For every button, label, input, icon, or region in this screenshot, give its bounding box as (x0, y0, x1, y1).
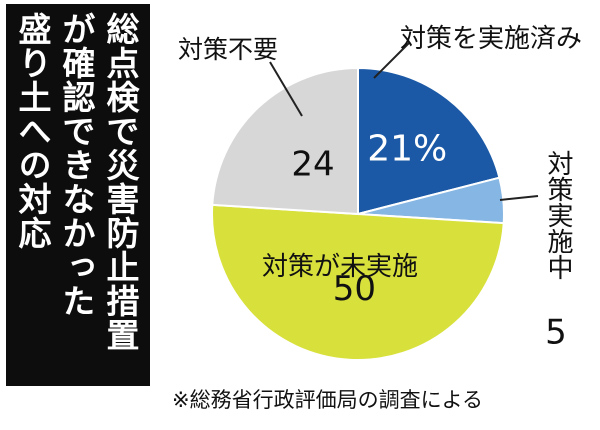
value-label: 21% (367, 129, 447, 170)
pie-slice (357, 66, 501, 216)
value-label: 50 (333, 269, 376, 309)
title-line: 総点検で災害防止措置 (101, 12, 140, 352)
category-label: 対策が未実施 (262, 252, 419, 282)
category-label: 対策不要 (178, 35, 279, 64)
leader-line (269, 61, 303, 117)
pie-slice (211, 66, 359, 216)
source-note: ※総務省行政評価局の調査による (172, 388, 483, 412)
leader-line (499, 195, 539, 201)
value-label: 24 (291, 145, 334, 185)
title-line: 盛り土への対応 (13, 12, 52, 250)
pie-slice (211, 203, 505, 361)
value-label: 5 (545, 313, 567, 353)
category-label: 対策を実施済み (399, 24, 582, 54)
chart-title: 総点検で災害防止措置 が確認できなかった 盛り土への対応 (6, 4, 150, 386)
leader-line (373, 41, 411, 79)
category-label: 対策実施中 (543, 150, 573, 280)
title-line: が確認できなかった (57, 12, 96, 318)
